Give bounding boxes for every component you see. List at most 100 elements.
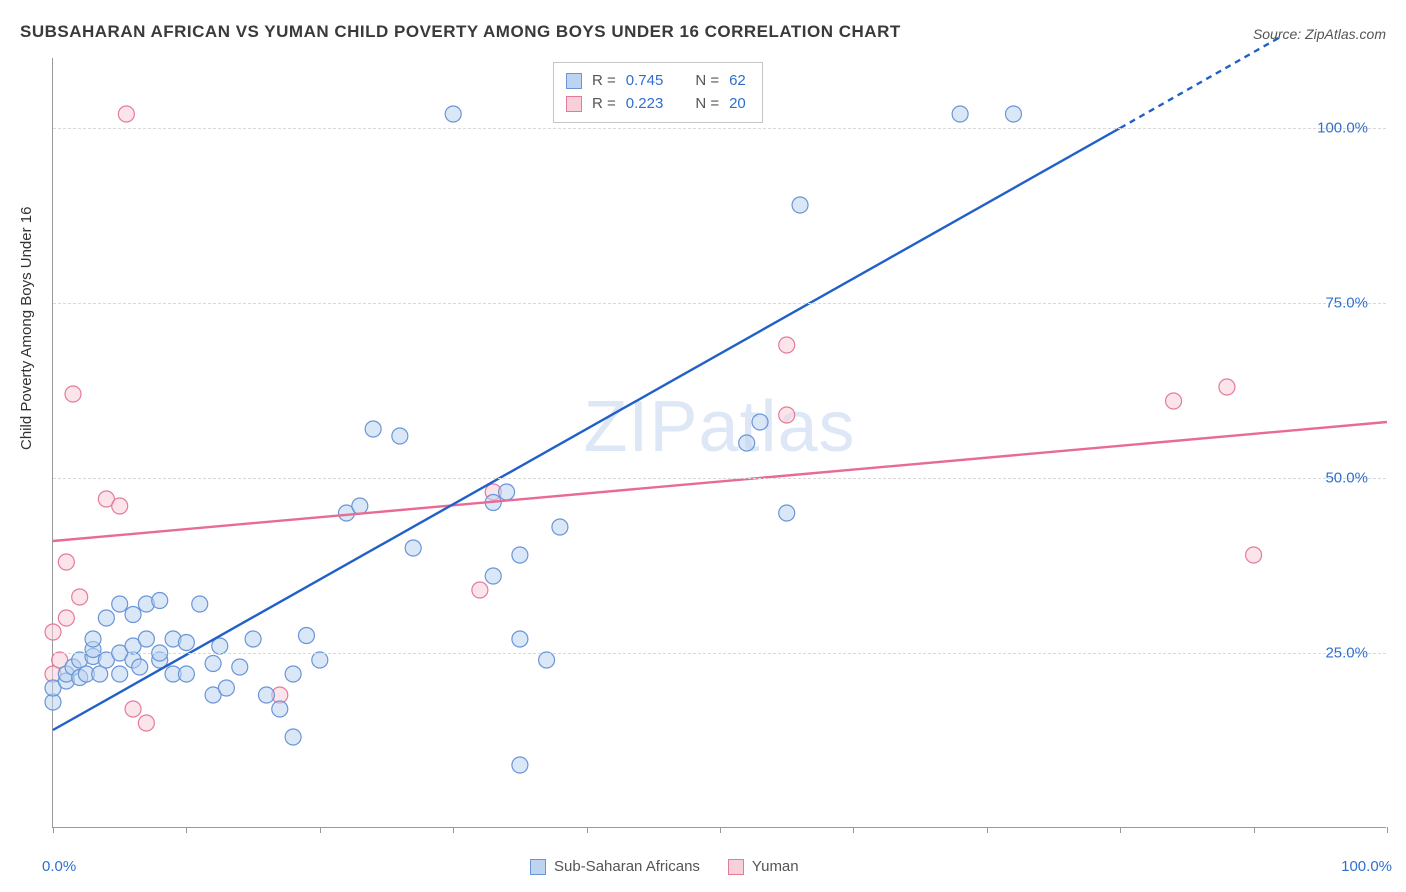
- source-label: Source:: [1253, 26, 1305, 42]
- scatter-point: [485, 568, 501, 584]
- scatter-point: [352, 498, 368, 514]
- scatter-point: [125, 701, 141, 717]
- x-axis-tick: [1387, 827, 1388, 833]
- scatter-point: [445, 106, 461, 122]
- swatch-series2: [566, 96, 582, 112]
- r-value-series2: 0.223: [626, 92, 664, 115]
- x-axis-tick: [720, 827, 721, 833]
- scatter-point: [178, 635, 194, 651]
- legend-item-series2: Yuman: [728, 858, 799, 875]
- legend-swatch-series1: [530, 859, 546, 875]
- trend-line: [53, 128, 1120, 730]
- x-axis-tick-label-max: 100.0%: [1341, 858, 1392, 875]
- plot-area: ZIPatlas 25.0%50.0%75.0%100.0%: [52, 58, 1386, 828]
- source-attribution: Source: ZipAtlas.com: [1253, 26, 1386, 42]
- scatter-point: [1246, 547, 1262, 563]
- scatter-point: [138, 631, 154, 647]
- legend-item-series1: Sub-Saharan Africans: [530, 858, 700, 875]
- legend-swatch-series2: [728, 859, 744, 875]
- trend-line: [53, 422, 1387, 541]
- scatter-point: [72, 589, 88, 605]
- chart-container: SUBSAHARAN AFRICAN VS YUMAN CHILD POVERT…: [0, 0, 1406, 892]
- scatter-point: [58, 554, 74, 570]
- scatter-point: [312, 652, 328, 668]
- scatter-point: [285, 666, 301, 682]
- y-axis-tick-label: 25.0%: [1325, 645, 1368, 662]
- x-axis-tick: [587, 827, 588, 833]
- stats-row-series1: R = 0.745 N = 62: [566, 69, 746, 92]
- scatter-point: [192, 596, 208, 612]
- scatter-point: [512, 631, 528, 647]
- y-axis-tick-label: 75.0%: [1325, 295, 1368, 312]
- trend-line: [1120, 37, 1280, 128]
- scatter-point: [552, 519, 568, 535]
- gridline: [53, 303, 1386, 304]
- n-label: N =: [695, 69, 719, 92]
- gridline: [53, 128, 1386, 129]
- n-value-series1: 62: [729, 69, 746, 92]
- bottom-legend: Sub-Saharan Africans Yuman: [530, 858, 799, 875]
- scatter-point: [365, 421, 381, 437]
- scatter-point: [98, 610, 114, 626]
- x-axis-tick: [1120, 827, 1121, 833]
- swatch-series1: [566, 73, 582, 89]
- scatter-point: [952, 106, 968, 122]
- scatter-point: [752, 414, 768, 430]
- scatter-point: [112, 498, 128, 514]
- scatter-point: [539, 652, 555, 668]
- legend-label-series1: Sub-Saharan Africans: [554, 858, 700, 875]
- scatter-point: [472, 582, 488, 598]
- scatter-point: [125, 607, 141, 623]
- r-value-series1: 0.745: [626, 69, 664, 92]
- y-axis-tick-label: 50.0%: [1325, 470, 1368, 487]
- scatter-point: [258, 687, 274, 703]
- scatter-point: [58, 610, 74, 626]
- scatter-point: [512, 757, 528, 773]
- scatter-point: [739, 435, 755, 451]
- scatter-point: [45, 624, 61, 640]
- scatter-point: [152, 593, 168, 609]
- y-axis-tick-label: 100.0%: [1317, 120, 1368, 137]
- scatter-point: [1166, 393, 1182, 409]
- scatter-point: [112, 666, 128, 682]
- correlation-stats-box: R = 0.745 N = 62 R = 0.223 N = 20: [553, 62, 763, 123]
- scatter-point: [392, 428, 408, 444]
- scatter-point: [779, 407, 795, 423]
- scatter-point: [138, 715, 154, 731]
- legend-label-series2: Yuman: [752, 858, 799, 875]
- scatter-point: [232, 659, 248, 675]
- scatter-point: [178, 666, 194, 682]
- scatter-point: [65, 386, 81, 402]
- scatter-point: [205, 656, 221, 672]
- y-axis-label: Child Poverty Among Boys Under 16: [18, 207, 35, 450]
- scatter-point: [1219, 379, 1235, 395]
- scatter-point: [118, 106, 134, 122]
- gridline: [53, 653, 1386, 654]
- chart-svg: [53, 58, 1386, 827]
- stats-row-series2: R = 0.223 N = 20: [566, 92, 746, 115]
- r-label: R =: [592, 69, 616, 92]
- x-axis-tick-label-min: 0.0%: [42, 858, 76, 875]
- r-label: R =: [592, 92, 616, 115]
- scatter-point: [792, 197, 808, 213]
- scatter-point: [285, 729, 301, 745]
- scatter-point: [85, 631, 101, 647]
- scatter-point: [132, 659, 148, 675]
- chart-title: SUBSAHARAN AFRICAN VS YUMAN CHILD POVERT…: [20, 22, 901, 42]
- n-label: N =: [695, 92, 719, 115]
- scatter-point: [298, 628, 314, 644]
- gridline: [53, 478, 1386, 479]
- x-axis-tick: [987, 827, 988, 833]
- x-axis-tick: [320, 827, 321, 833]
- scatter-point: [245, 631, 261, 647]
- scatter-point: [779, 505, 795, 521]
- x-axis-tick: [53, 827, 54, 833]
- scatter-point: [112, 596, 128, 612]
- source-name: ZipAtlas.com: [1305, 26, 1386, 42]
- scatter-point: [512, 547, 528, 563]
- n-value-series2: 20: [729, 92, 746, 115]
- x-axis-tick: [186, 827, 187, 833]
- scatter-point: [405, 540, 421, 556]
- scatter-point: [218, 680, 234, 696]
- scatter-point: [779, 337, 795, 353]
